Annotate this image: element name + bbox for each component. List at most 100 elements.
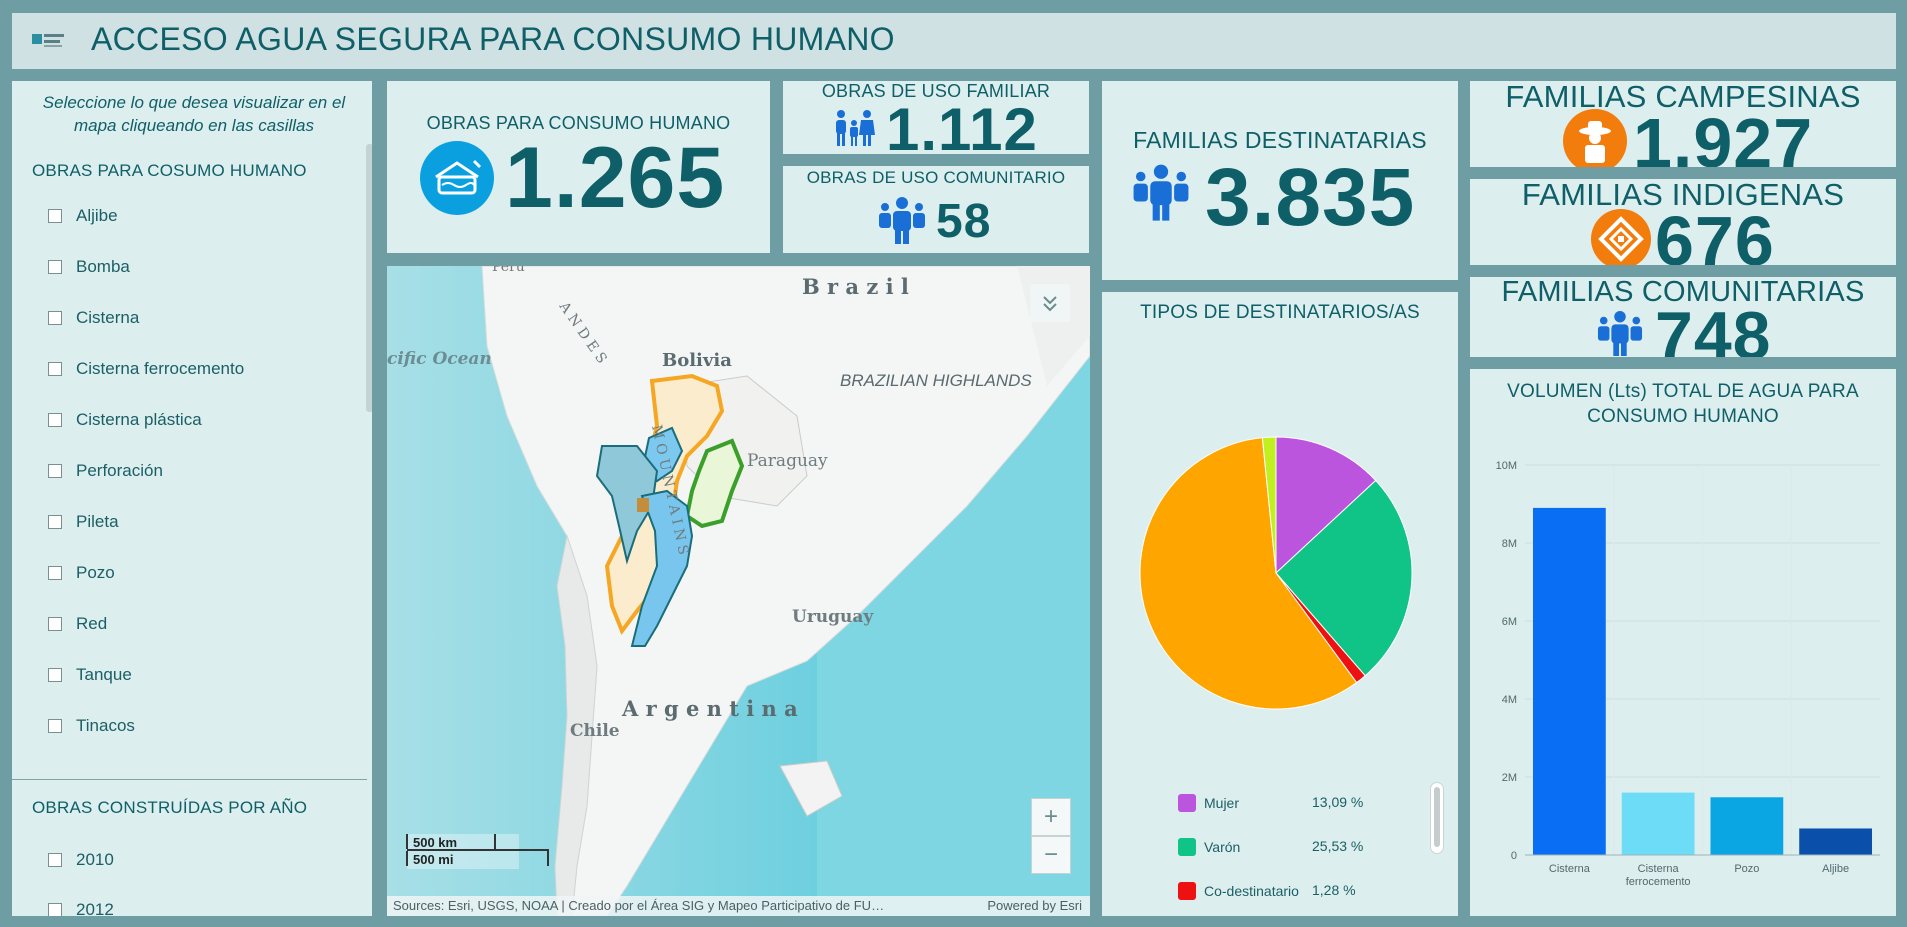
checkbox-label: Aljibe [76,206,118,225]
kpi-value: 1.265 [505,130,726,226]
community-icon [1597,310,1643,356]
checkbox-aljibe[interactable]: Aljibe [48,205,118,227]
scale-mi: 500 mi [413,852,453,867]
checkbox-box[interactable] [48,853,62,867]
y-tick-label: 6M [1502,616,1517,628]
checkbox-cisterna-plástica[interactable]: Cisterna plástica [48,409,202,431]
checkbox-perforación[interactable]: Perforación [48,460,163,482]
zoom-in-button[interactable]: + [1031,798,1071,836]
map-label-bolivia: Bolivia [662,350,732,371]
map-label-highlands: BRAZILIAN HIGHLANDS [840,371,1032,390]
checkbox-label: Pozo [76,563,115,582]
checkbox-box[interactable] [48,903,62,916]
kpi-label: FAMILIAS COMUNITARIAS [1501,277,1865,308]
checkbox-pozo[interactable]: Pozo [48,562,115,584]
scrollbar-thumb[interactable] [1434,787,1440,847]
community-icon [1133,164,1189,221]
bar-title: VOLUMEN (Lts) TOTAL DE AGUA PARA CONSUMO… [1507,381,1859,427]
checkbox-box[interactable] [48,668,62,682]
y-tick-label: 8M [1502,538,1517,550]
pie-chart[interactable] [1138,435,1414,711]
checkbox-bomba[interactable]: Bomba [48,256,130,278]
kpi-familias-destinatarias: FAMILIAS DESTINATARIAS 3.835 [1102,81,1458,280]
checkbox-box[interactable] [48,209,62,223]
map-label-peru: Peru [492,266,525,275]
checkbox-red[interactable]: Red [48,613,107,635]
basemap[interactable]: Peru B r a z i l Bolivia cific Ocean BRA… [387,266,1090,916]
checkbox-box[interactable] [48,566,62,580]
checkbox-tanque[interactable]: Tanque [48,664,132,686]
checkbox-pileta[interactable]: Pileta [48,511,119,533]
checkbox-label: Tinacos [76,716,135,735]
legend-scrollbar[interactable] [1430,782,1444,854]
checkbox-box[interactable] [48,260,62,274]
checkbox-box[interactable] [48,515,62,529]
legend-item[interactable]: Varón [1178,837,1240,857]
filter-instructions: Seleccione lo que desea visualizar en el… [42,93,346,135]
pie-title: TIPOS DE DESTINATARIOS/AS [1140,302,1420,323]
zoom-out-button[interactable]: − [1031,836,1071,874]
pie-panel: TIPOS DE DESTINATARIOS/AS [1102,292,1458,916]
bar-chart[interactable]: 0 2M 4M 6M 8M 10M Cisterna Cisterna ferrocemento… [1470,369,1896,916]
legend-percent: 13,09 % [1312,794,1364,810]
checkbox-year-2012[interactable]: 2012 [48,899,114,916]
legend-swatch [1178,838,1196,856]
kpi-label: FAMILIAS INDIGENAS [1521,179,1845,212]
map-label-chile: Chile [570,721,620,741]
kpi-familias-indigenas: FAMILIAS INDIGENAS 676 [1470,179,1896,265]
kpi-familias-comunitarias: FAMILIAS COMUNITARIAS 748 [1470,277,1896,357]
legend-swatch [1178,882,1196,900]
attribution-text: Sources: Esri, USGS, NOAA | Creado por e… [393,898,885,913]
checkbox-label: Cisterna plástica [76,410,202,429]
checkbox-cisterna[interactable]: Cisterna [48,307,139,329]
kpi-obras-consumo: OBRAS PARA CONSUMO HUMANO 1.265 [387,81,770,253]
checkbox-box[interactable] [48,362,62,376]
checkbox-box[interactable] [48,719,62,733]
map-expand-button[interactable] [1030,284,1070,322]
farmer-icon [1563,109,1627,167]
checkbox-cisterna-ferrocemento[interactable]: Cisterna ferrocemento [48,358,244,380]
checkbox-tinacos[interactable]: Tinacos [48,715,135,737]
legend-item[interactable]: Co-destinatario [1178,881,1299,901]
map-view[interactable]: Peru B r a z i l Bolivia cific Ocean BRA… [387,266,1090,916]
bar-cisterna[interactable] [1532,507,1606,855]
checkbox-year-2010[interactable]: 2010 [48,849,114,871]
map-label-brazil: B r a z i l [802,274,909,299]
pie-slice-unlabeled-3[interactable] [1139,437,1358,710]
pie-slice-mujer[interactable] [1275,436,1377,575]
kpi-uso-familiar: OBRAS DE USO FAMILIAR 1.112 [783,81,1089,154]
y-tick-label: 4M [1502,694,1517,706]
checkbox-box[interactable] [48,413,62,427]
bar-cisterna-ferrocemento[interactable] [1621,792,1695,855]
scrollbar[interactable] [366,144,372,412]
checkbox-box[interactable] [48,464,62,478]
x-category-label: Cisterna [1549,863,1591,875]
family-icon [836,110,875,146]
kpi-familias-campesinas: FAMILIAS CAMPESINAS 1.927 [1470,81,1896,167]
chevron-double-down-icon [1043,296,1057,312]
kpi-uso-comunitario: OBRAS DE USO COMUNITARIO 58 [783,166,1089,253]
pie-slice-unlabeled-4[interactable] [1261,436,1277,574]
x-category-label: Pozo [1734,863,1759,875]
checkbox-box[interactable] [48,311,62,325]
section-title-years: OBRAS CONSTRUÍDAS POR AÑO [32,798,308,817]
kpi-value: 1.927 [1633,104,1814,167]
bar-pozo[interactable] [1710,797,1784,855]
legend-percent: 25,53 % [1312,838,1364,854]
y-tick-label: 0 [1511,850,1517,862]
dashboard-header: ACCESO AGUA SEGURA PARA CONSUMO HUMANO [12,13,1896,69]
pie-slice-varón[interactable] [1275,479,1413,677]
indigenous-icon [1591,209,1651,265]
legend-label: Varón [1204,839,1241,855]
map-label-uruguay: Uruguay [792,607,874,627]
x-category-label: Aljibe [1822,863,1849,875]
kpi-label: OBRAS DE USO FAMILIAR [821,81,1051,101]
checkbox-label: Cisterna [76,308,140,327]
powered-by-esri-link[interactable]: Powered by Esri [987,898,1082,913]
kpi-value: 58 [936,195,992,248]
checkbox-label: Red [76,614,108,633]
bar-aljibe[interactable] [1799,828,1873,855]
checkbox-box[interactable] [48,617,62,631]
x-category-label: Cisterna ferrocemento [1626,863,1691,888]
legend-item[interactable]: Mujer [1178,793,1239,813]
